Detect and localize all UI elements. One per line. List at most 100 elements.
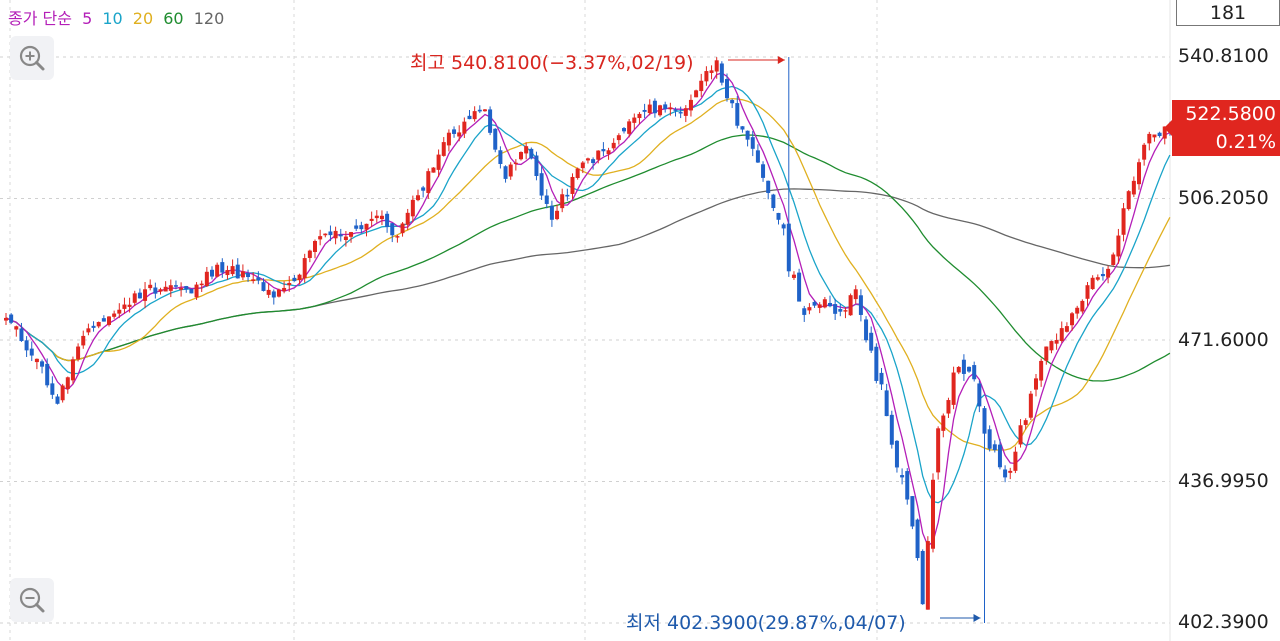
candle-body — [230, 266, 235, 275]
candle-body — [498, 150, 503, 165]
low-arrow-head — [973, 614, 981, 622]
candle-body — [313, 240, 317, 252]
candle-body — [261, 282, 266, 291]
candle-body — [1106, 268, 1111, 278]
candle-body — [132, 293, 137, 303]
candle-body — [781, 224, 786, 229]
candle-body — [709, 70, 714, 73]
candle-body — [524, 146, 529, 154]
candle-body — [34, 358, 39, 363]
candle-body — [405, 212, 410, 225]
candle-body — [714, 60, 719, 72]
candle-body — [972, 365, 977, 380]
candle-body — [925, 541, 930, 610]
candle-body — [76, 346, 81, 360]
candle-body — [4, 317, 8, 321]
candle-body — [70, 359, 75, 381]
candle-body — [931, 479, 935, 549]
candle-body — [86, 328, 91, 333]
candle-body — [1126, 191, 1131, 210]
candle-body — [817, 304, 822, 308]
candle-body — [652, 100, 657, 114]
candle-body — [941, 415, 946, 431]
candle-body — [900, 475, 905, 478]
high-annotation: 최고 540.8100(−3.37%,02/19) — [410, 52, 694, 74]
candle-body — [977, 383, 982, 407]
candle-body — [359, 225, 364, 230]
candle-body — [472, 111, 477, 120]
candle-body — [137, 292, 142, 299]
candle-body — [1121, 208, 1126, 235]
candle-body — [45, 363, 50, 386]
candle-body — [1147, 133, 1152, 144]
candle-body — [771, 194, 776, 209]
candle-body — [1059, 328, 1064, 342]
candle-body — [668, 107, 673, 110]
candle-body — [884, 390, 889, 417]
candle-body — [446, 132, 451, 146]
candle-body — [982, 408, 987, 434]
y-tick-label: 471.6000 — [1178, 329, 1269, 351]
candle-body — [761, 164, 766, 178]
candle-body — [457, 132, 462, 137]
candle-body — [570, 176, 575, 194]
candle-body — [874, 346, 879, 381]
candle-body — [1018, 425, 1023, 445]
candle-body — [580, 162, 585, 169]
candle-body — [452, 129, 457, 134]
candle-body — [1054, 340, 1059, 344]
candle-body — [441, 142, 446, 156]
legend-type-label: 종가 단순 — [8, 9, 72, 28]
current-price: 522.5800 — [1185, 103, 1276, 125]
ma60-line — [5, 134, 1171, 382]
candle-body — [812, 301, 817, 306]
candle-body — [797, 272, 802, 302]
candle-body — [235, 264, 240, 279]
candle-body — [601, 149, 606, 152]
candle-body — [276, 289, 281, 297]
zoom-out-button[interactable] — [10, 578, 54, 622]
candle-body — [879, 372, 884, 385]
candle-body — [271, 291, 276, 298]
candle-body — [220, 262, 225, 273]
candle-body — [1131, 180, 1136, 195]
candle-body — [694, 90, 699, 98]
candle-body — [1070, 313, 1075, 326]
candle-body — [1137, 162, 1141, 185]
candle-body — [215, 264, 220, 277]
candle-body — [987, 429, 992, 449]
candle-body — [194, 284, 199, 298]
candle-body — [127, 304, 132, 307]
candle-body — [1034, 378, 1038, 390]
candle-body — [889, 414, 894, 445]
candle-body — [766, 180, 771, 194]
candle-body — [189, 288, 194, 294]
candle-body — [256, 277, 261, 281]
candle-body — [240, 271, 245, 278]
candle-body — [719, 63, 724, 83]
candle-body — [791, 274, 796, 278]
candle-body — [158, 289, 163, 292]
candle-body — [467, 115, 472, 120]
legend-ma10: 10 — [102, 9, 123, 28]
candle-body — [246, 273, 251, 278]
candle-body — [143, 289, 148, 301]
candle-count-box[interactable]: 181 — [1176, 0, 1280, 26]
candle-body — [19, 328, 24, 342]
candle-body — [699, 80, 704, 92]
candle-body — [997, 444, 1002, 468]
candle-body — [843, 310, 848, 312]
zoom-in-button[interactable] — [10, 36, 54, 80]
candle-body — [1075, 307, 1080, 314]
candle-body — [725, 79, 729, 99]
candle-body — [462, 121, 467, 134]
zoom-in-icon — [19, 45, 45, 71]
candle-body — [591, 159, 596, 164]
candle-body — [390, 223, 395, 236]
candle-body — [936, 428, 941, 473]
ma120-line — [5, 188, 1170, 362]
candle-body — [163, 286, 168, 292]
candle-body — [431, 167, 436, 173]
candle-body — [740, 126, 745, 130]
